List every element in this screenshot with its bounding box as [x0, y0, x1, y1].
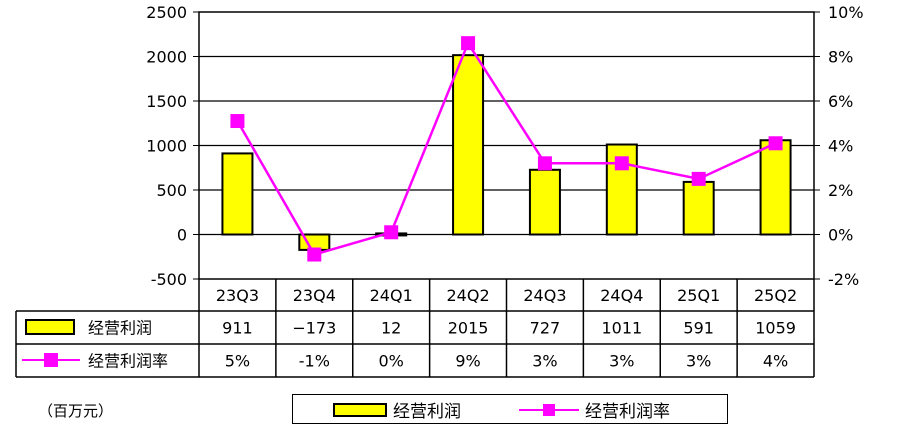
- table-cell-bar-value: 1059: [755, 319, 796, 338]
- table-cell-line-value: 3%: [532, 352, 557, 371]
- table-cell-bar-value: −173: [292, 319, 336, 338]
- table-cell-bar-value: 1011: [601, 319, 642, 338]
- line-point: [230, 114, 245, 129]
- table-key-bar: [25, 319, 75, 335]
- line-point: [691, 171, 706, 186]
- right-axis-tick-label: 10%: [828, 3, 864, 22]
- line-point: [461, 36, 476, 51]
- bar: [528, 168, 561, 236]
- left-axis-tick-label: 2000: [146, 48, 187, 67]
- table-cell-bar-value: 2015: [448, 319, 489, 338]
- right-axis-tick-label: 6%: [828, 92, 853, 111]
- bar: [759, 139, 792, 236]
- left-axis-tick-label: 0: [177, 226, 187, 245]
- table-cell-bar-value: 727: [530, 319, 561, 338]
- category-label: 24Q4: [600, 286, 643, 305]
- table-cell-line-value: 3%: [609, 352, 634, 371]
- right-axis-tick-label: 4%: [828, 137, 853, 156]
- line-point: [537, 156, 552, 171]
- table-cell-line-value: -1%: [299, 352, 330, 371]
- table-row-label-line: 经营利润率: [88, 352, 168, 371]
- table-cell-bar-value: 591: [683, 319, 714, 338]
- table-cell-line-value: 5%: [225, 352, 250, 371]
- table-cell-line-value: 4%: [763, 352, 788, 371]
- left-axis-tick-label: -500: [151, 270, 187, 289]
- table-cell-line-value: 0%: [378, 352, 403, 371]
- table-cell-bar-value: 12: [381, 319, 401, 338]
- category-label: 25Q1: [677, 286, 720, 305]
- table-key-marker: [44, 353, 58, 367]
- right-axis-tick-label: 2%: [828, 181, 853, 200]
- right-axis-tick-label: 0%: [828, 226, 853, 245]
- line-point: [384, 225, 399, 240]
- line-point: [614, 156, 629, 171]
- table-row-label-bar: 经营利润: [88, 319, 152, 338]
- table-cell-line-value: 9%: [455, 352, 480, 371]
- legend-bar-swatch: [333, 402, 387, 417]
- bar: [221, 152, 254, 236]
- category-label: 23Q4: [293, 286, 336, 305]
- legend-item-bar: 经营利润: [333, 397, 461, 422]
- line-point: [768, 136, 783, 151]
- unit-label: （百万元）: [38, 402, 114, 420]
- legend-item-line: 经营利润率: [519, 397, 670, 422]
- legend-line-swatch: [519, 400, 579, 420]
- legend: 经营利润 经营利润率: [292, 394, 728, 424]
- bar: [682, 180, 715, 236]
- category-label: 25Q2: [754, 286, 797, 305]
- left-axis-tick-label: 2500: [146, 3, 187, 22]
- category-label: 24Q2: [446, 286, 489, 305]
- line-point: [307, 247, 322, 262]
- table-cell-line-value: 3%: [686, 352, 711, 371]
- table-cell-bar-value: 911: [222, 319, 253, 338]
- left-axis-tick-label: 1000: [146, 137, 187, 156]
- left-axis-tick-label: 500: [156, 181, 187, 200]
- category-label: 24Q1: [370, 286, 413, 305]
- right-axis-tick-label: 8%: [828, 48, 853, 67]
- bar: [452, 54, 485, 236]
- legend-label-bar: 经营利润: [393, 402, 461, 422]
- right-axis-tick-label: -2%: [828, 270, 859, 289]
- left-axis-tick-label: 1500: [146, 92, 187, 111]
- legend-label-line: 经营利润率: [585, 402, 670, 422]
- series-line: [236, 40, 777, 256]
- category-label: 24Q3: [523, 286, 566, 305]
- category-label: 23Q3: [216, 286, 259, 305]
